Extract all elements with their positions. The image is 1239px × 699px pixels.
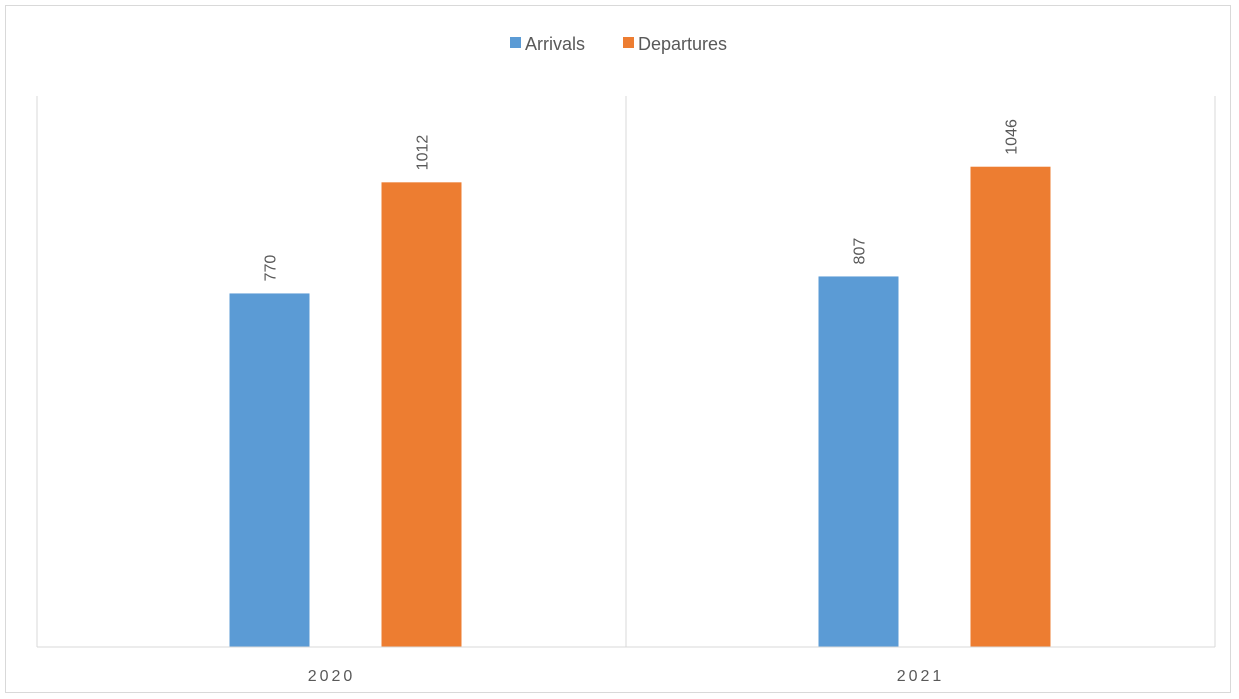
bars: [229, 166, 1051, 647]
bar-arrivals-2021: [818, 276, 899, 647]
bar-departures-2020: [381, 182, 462, 647]
data-labels: 770 1012 807 1046: [263, 119, 1021, 281]
legend-swatch: [623, 37, 634, 48]
bar-departures-2021: [970, 166, 1051, 647]
x-tick-label: 2020: [308, 668, 356, 685]
data-label: 807: [852, 238, 869, 265]
bar-arrivals-2020: [229, 293, 310, 647]
x-tick-label: 2021: [897, 668, 945, 685]
data-label: 1012: [415, 135, 432, 171]
x-axis: 2020 2021: [37, 646, 1215, 685]
legend-label: Departures: [638, 34, 727, 54]
category-gridlines: [36, 96, 1216, 647]
data-label: 1046: [1004, 119, 1021, 155]
legend-swatch: [510, 37, 521, 48]
legend: Arrivals Departures: [510, 34, 727, 54]
legend-label: Arrivals: [525, 34, 585, 54]
data-label: 770: [263, 255, 280, 282]
